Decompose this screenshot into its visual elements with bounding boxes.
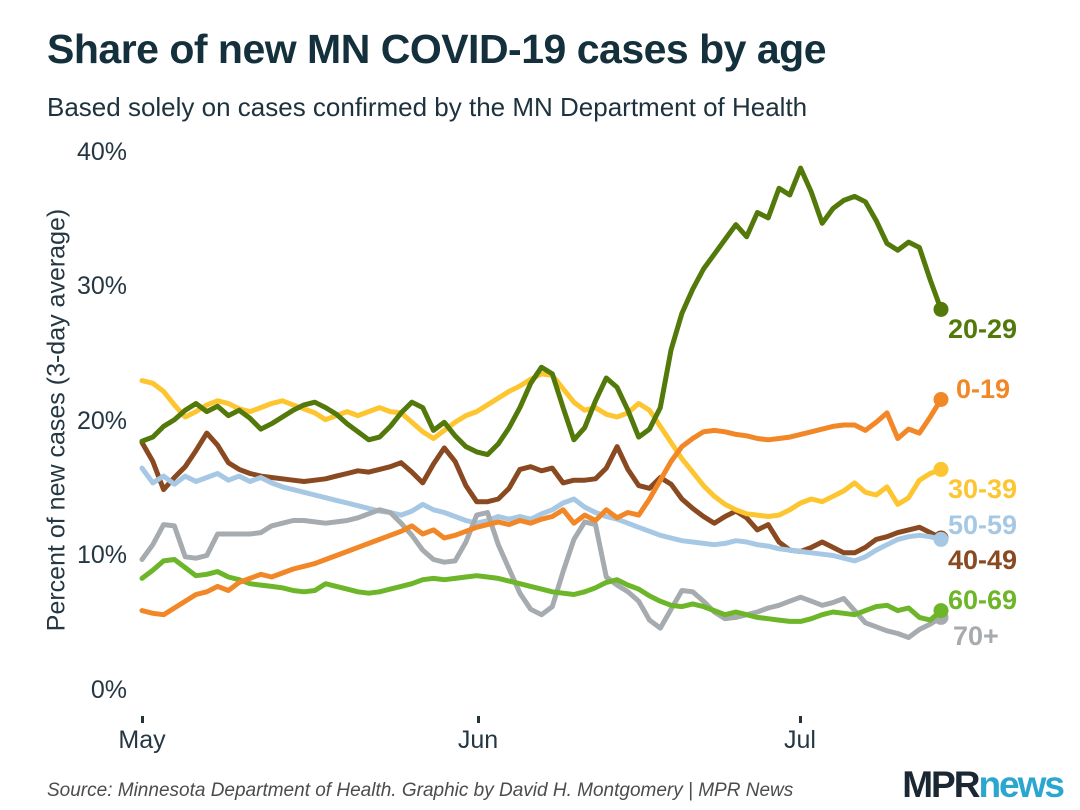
end-dot-50-59 bbox=[933, 531, 949, 547]
end-dot-20-29 bbox=[933, 301, 949, 317]
series-label-20-29: 20-29 bbox=[948, 314, 1018, 344]
x-tick-label-may: May bbox=[118, 726, 166, 754]
x-tick-mark-may bbox=[141, 716, 144, 723]
series-label-60-69: 60-69 bbox=[948, 585, 1018, 615]
logo-news: news bbox=[978, 764, 1065, 805]
series-label-70plus: 70+ bbox=[953, 621, 999, 651]
line-0-19 bbox=[139, 397, 944, 618]
y-tick-label-10: 10% bbox=[76, 541, 127, 569]
line-20-29 bbox=[139, 165, 944, 458]
y-tick-label-40: 40% bbox=[76, 138, 127, 166]
x-tick-label-jun: Jun bbox=[457, 726, 499, 754]
line-40-49 bbox=[139, 430, 944, 556]
series-label-30-39: 30-39 bbox=[948, 474, 1018, 504]
line-50-59 bbox=[139, 465, 944, 564]
x-tick-mark-jul bbox=[799, 716, 802, 723]
series-label-0-19: 0-19 bbox=[956, 374, 1011, 404]
end-dot-0-19 bbox=[933, 392, 949, 407]
line-70+ bbox=[139, 507, 944, 640]
x-tick-mark-jun bbox=[477, 716, 480, 723]
line-60-69 bbox=[139, 557, 944, 624]
page-title: Share of new MN COVID-19 cases by age bbox=[47, 26, 827, 72]
y-tick-label-30: 30% bbox=[76, 272, 127, 300]
source-credit: Source: Minnesota Department of Health. … bbox=[47, 780, 794, 801]
mpr-news-logo: MPRnews bbox=[902, 764, 1065, 806]
line-30-39 bbox=[139, 371, 944, 519]
y-tick-label-20: 20% bbox=[76, 407, 127, 435]
logo-mpr: MPR bbox=[902, 764, 980, 805]
series-label-50-59: 50-59 bbox=[948, 510, 1018, 540]
series-label-40-49: 40-49 bbox=[948, 545, 1018, 575]
page-subtitle: Based solely on cases confirmed by the M… bbox=[47, 92, 808, 122]
y-tick-label-0: 0% bbox=[90, 676, 127, 704]
end-dot-30-39 bbox=[933, 461, 949, 477]
end-dot-60-69 bbox=[933, 603, 949, 619]
x-tick-label-jul: Jul bbox=[784, 726, 816, 754]
